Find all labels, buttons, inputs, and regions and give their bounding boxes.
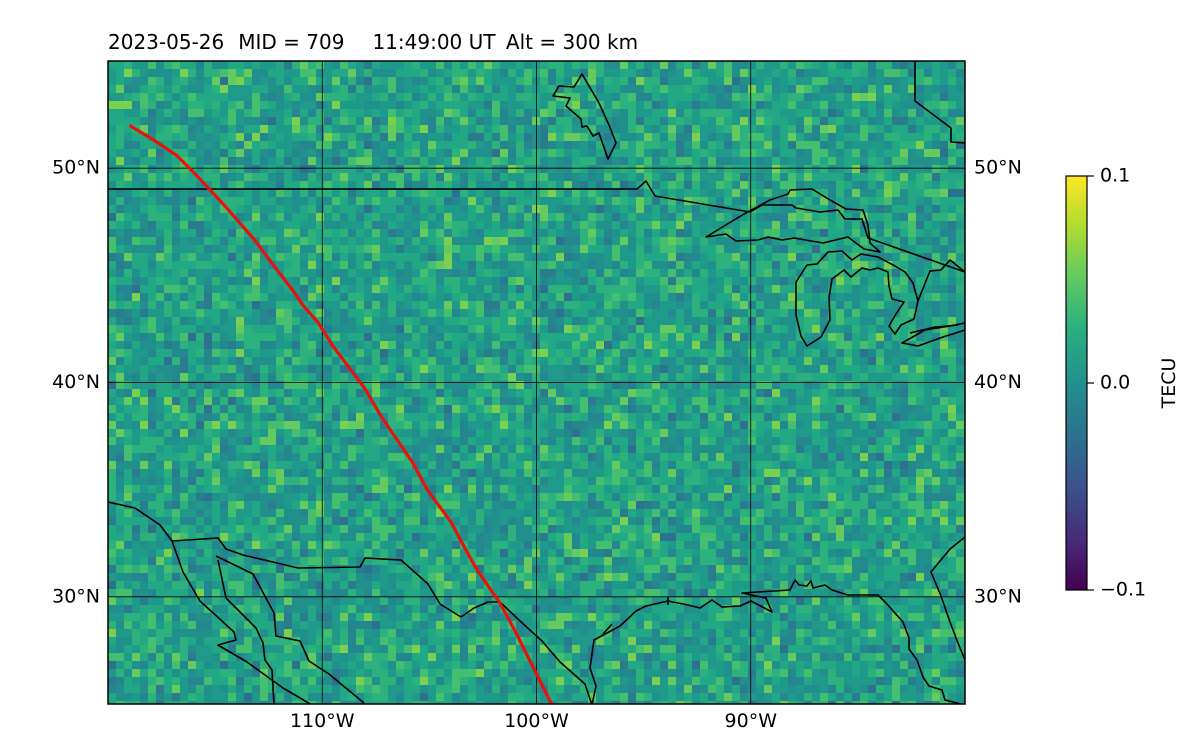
lake-superior xyxy=(705,188,881,253)
lon-axis: 110°W 100°W 90°W xyxy=(290,710,777,732)
map-title: 2023-05-26 MID = 709 11:49:00 UT Alt = 300 … xyxy=(108,30,638,54)
us-canada-border xyxy=(108,180,965,273)
lon-label: 90°W xyxy=(725,710,778,732)
lake-ontario xyxy=(909,324,959,334)
gulf-coast xyxy=(589,579,965,704)
ground-track xyxy=(128,123,553,704)
lat-label-left: 50°N xyxy=(52,157,100,179)
lake-michigan-huron xyxy=(795,250,919,347)
lon-label: 110°W xyxy=(290,710,355,732)
graticule xyxy=(108,61,965,704)
florida-atlantic-coast xyxy=(930,536,965,661)
mexico-west-coast xyxy=(108,501,312,704)
baja-california xyxy=(215,555,365,704)
lake-huron-east xyxy=(917,259,965,302)
colorbar-scale xyxy=(1065,175,1088,591)
lake-winnipeg xyxy=(552,73,617,160)
lat-label-right: 50°N xyxy=(974,157,1022,179)
colorbar-tick-label: 0.1 xyxy=(1100,165,1130,187)
us-mexico-border xyxy=(171,537,593,704)
gulf-detail xyxy=(602,597,669,635)
hudson-bay-shore xyxy=(914,61,965,144)
lat-label-right: 40°N xyxy=(974,371,1022,393)
map-frame xyxy=(107,60,966,705)
colorbar-ticks xyxy=(1087,175,1094,591)
lat-label-left: 30°N xyxy=(52,585,100,607)
map-panel xyxy=(107,60,966,705)
lat-label-left: 40°N xyxy=(52,371,100,393)
tec-field xyxy=(108,61,965,704)
lon-label: 100°W xyxy=(504,710,569,732)
lat-label-right: 30°N xyxy=(974,585,1022,607)
lat-axis: 50°N 40°N 30°N 50°N 40°N 30°N xyxy=(52,157,1022,608)
colorbar-label: TECU xyxy=(1158,358,1180,410)
colorbar: 0.1 0.0 −0.1 TECU xyxy=(1065,165,1180,601)
colorbar-tick-label: −0.1 xyxy=(1100,579,1146,601)
baja-inner xyxy=(217,559,275,704)
lake-erie-ontario xyxy=(901,322,965,347)
coastlines-borders xyxy=(108,61,965,704)
colorbar-tick-label: 0.0 xyxy=(1100,372,1130,394)
